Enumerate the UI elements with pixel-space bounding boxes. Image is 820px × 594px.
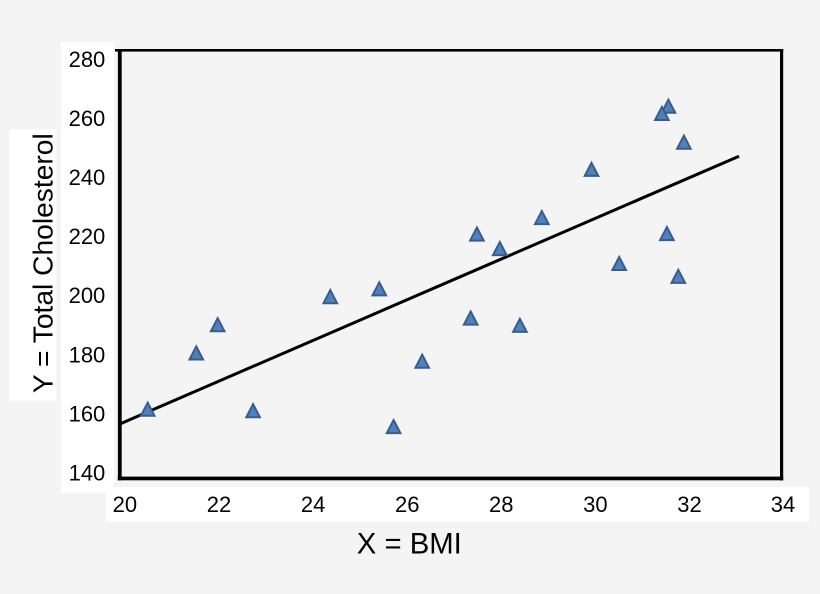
svg-text:260: 260 — [69, 106, 106, 131]
svg-text:32: 32 — [677, 492, 701, 517]
svg-text:26: 26 — [395, 492, 419, 517]
svg-text:140: 140 — [69, 461, 106, 486]
svg-text:280: 280 — [69, 47, 106, 72]
svg-text:240: 240 — [69, 165, 106, 190]
svg-text:34: 34 — [771, 492, 795, 517]
svg-text:160: 160 — [69, 401, 106, 426]
svg-text:180: 180 — [69, 342, 106, 367]
svg-text:220: 220 — [69, 224, 106, 249]
svg-text:X = BMI: X = BMI — [357, 527, 462, 560]
svg-text:Y = Total Cholesterol: Y = Total Cholesterol — [27, 133, 59, 393]
svg-text:30: 30 — [583, 492, 607, 517]
svg-text:20: 20 — [113, 492, 137, 517]
svg-text:200: 200 — [69, 283, 106, 308]
svg-text:22: 22 — [207, 492, 231, 517]
svg-text:24: 24 — [301, 492, 325, 517]
svg-text:28: 28 — [489, 492, 513, 517]
